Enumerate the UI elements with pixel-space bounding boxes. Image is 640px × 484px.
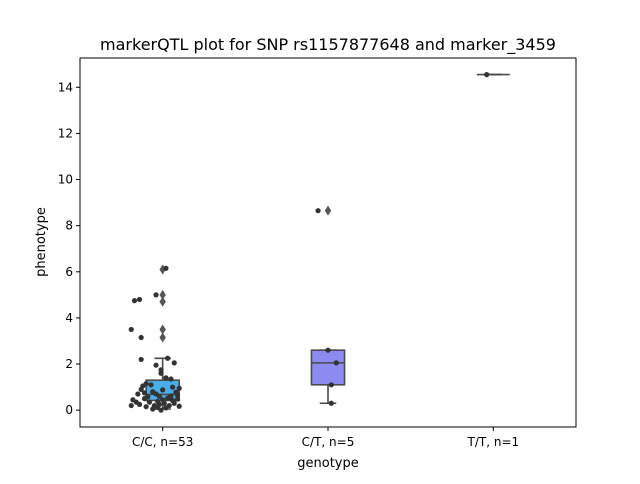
data-point bbox=[169, 384, 176, 390]
data-point bbox=[328, 382, 334, 388]
data-point bbox=[176, 403, 182, 409]
data-point bbox=[148, 382, 154, 388]
data-point bbox=[484, 72, 490, 78]
outlier-marker bbox=[324, 205, 332, 216]
y-tick-label: 12 bbox=[58, 126, 73, 140]
x-axis: C/C, n=53 C/T, n=5 T/T, n=1 bbox=[132, 427, 519, 449]
data-point bbox=[158, 370, 164, 376]
outlier-marker bbox=[159, 332, 166, 343]
points-group-0 bbox=[128, 265, 182, 413]
data-point bbox=[160, 397, 166, 403]
data-point bbox=[128, 402, 134, 409]
x-tick-label: T/T, n=1 bbox=[467, 435, 520, 449]
data-point bbox=[138, 334, 144, 341]
data-point bbox=[160, 387, 166, 393]
outlier-marker bbox=[159, 296, 166, 307]
data-point bbox=[131, 298, 138, 304]
data-point bbox=[328, 400, 334, 406]
x-axis-label: genotype bbox=[297, 456, 358, 471]
outlier-marker bbox=[159, 324, 166, 335]
y-tick-label: 10 bbox=[58, 173, 73, 187]
data-point bbox=[325, 347, 331, 353]
x-tick-label: C/C, n=53 bbox=[132, 435, 193, 449]
data-point bbox=[315, 208, 321, 214]
data-point bbox=[143, 404, 149, 410]
data-point bbox=[138, 356, 144, 363]
data-point bbox=[171, 360, 177, 366]
data-point bbox=[163, 265, 169, 271]
data-point bbox=[141, 390, 148, 396]
data-point bbox=[128, 326, 134, 333]
data-point bbox=[156, 401, 162, 407]
data-point bbox=[133, 399, 139, 405]
y-axis: 0 2 4 6 8 10 12 14 bbox=[58, 80, 80, 417]
y-tick-label: 2 bbox=[65, 357, 73, 371]
data-point bbox=[153, 292, 159, 298]
y-tick-label: 0 bbox=[65, 403, 73, 417]
data-point bbox=[176, 385, 182, 391]
outlier-marker bbox=[159, 289, 166, 300]
data-point bbox=[173, 389, 179, 395]
data-point bbox=[333, 360, 339, 366]
y-tick-label: 4 bbox=[65, 311, 73, 325]
data-point bbox=[165, 355, 171, 361]
y-axis-label: phenotype bbox=[34, 207, 49, 277]
plot-area bbox=[128, 72, 510, 413]
data-point bbox=[174, 396, 181, 402]
data-point bbox=[158, 407, 164, 413]
y-tick-label: 8 bbox=[65, 219, 73, 233]
points-group-2 bbox=[484, 72, 490, 78]
data-point bbox=[138, 386, 144, 393]
data-point bbox=[163, 405, 169, 411]
points-group-1 bbox=[315, 208, 339, 406]
data-point bbox=[146, 399, 153, 405]
data-point bbox=[171, 400, 177, 406]
data-point bbox=[168, 376, 174, 382]
data-point bbox=[153, 391, 159, 397]
data-point bbox=[165, 395, 171, 401]
data-point bbox=[153, 362, 159, 368]
data-point bbox=[163, 375, 169, 381]
data-point bbox=[145, 394, 151, 400]
box-body bbox=[310, 349, 346, 386]
data-point bbox=[150, 406, 156, 412]
chart-title: markerQTL plot for SNP rs1157877648 and … bbox=[100, 35, 556, 55]
y-tick-label: 6 bbox=[65, 265, 73, 279]
y-tick-label: 14 bbox=[58, 80, 73, 94]
x-tick-label: C/T, n=5 bbox=[302, 435, 355, 449]
data-point bbox=[136, 296, 143, 303]
data-point bbox=[135, 391, 141, 397]
